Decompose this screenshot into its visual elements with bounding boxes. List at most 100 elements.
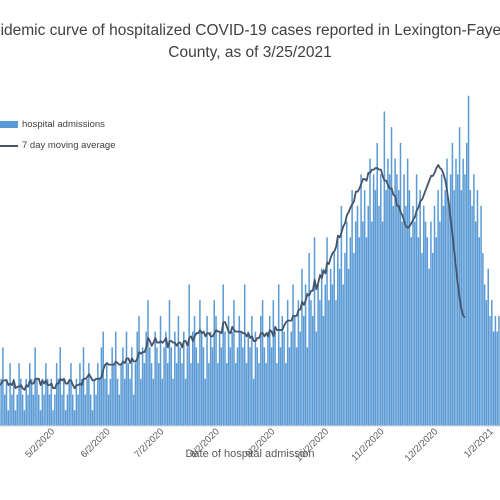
bar-hospital-admissions bbox=[14, 410, 17, 426]
bar-hospital-admissions bbox=[179, 347, 181, 426]
bar-hospital-admissions bbox=[141, 347, 144, 426]
bar-hospital-admissions bbox=[114, 331, 117, 426]
bar-hospital-admissions bbox=[378, 205, 380, 426]
bar-hospital-admissions bbox=[245, 363, 248, 426]
bar-hospital-admissions bbox=[496, 331, 498, 426]
bar-hospital-admissions bbox=[165, 331, 167, 426]
bar-hospital-admissions bbox=[20, 378, 22, 426]
bar-hospital-admissions bbox=[401, 221, 404, 426]
bar-hospital-admissions bbox=[261, 300, 264, 426]
bar-hospital-admissions bbox=[190, 363, 192, 426]
bar-hospital-admissions bbox=[405, 205, 407, 426]
bar-hospital-admissions bbox=[242, 347, 244, 426]
bar-hospital-admissions bbox=[462, 158, 464, 426]
bar-hospital-admissions bbox=[358, 237, 361, 426]
bar-hospital-admissions bbox=[256, 347, 258, 426]
bar-hospital-admissions bbox=[252, 378, 255, 426]
bar-hospital-admissions bbox=[448, 205, 450, 426]
bar-hospital-admissions bbox=[455, 158, 457, 426]
bar-hospital-admissions bbox=[39, 410, 42, 426]
bar-hospital-admissions bbox=[251, 315, 253, 426]
bar-hospital-admissions bbox=[86, 378, 88, 426]
bar-hospital-admissions bbox=[204, 378, 207, 426]
bar-hospital-admissions bbox=[195, 347, 198, 426]
bar-hospital-admissions bbox=[433, 205, 436, 426]
bar-hospital-admissions bbox=[177, 315, 180, 426]
bar-hospital-admissions bbox=[0, 378, 2, 426]
bar-hospital-admissions bbox=[23, 410, 26, 426]
bar-hospital-admissions bbox=[285, 363, 287, 426]
bar-hospital-admissions bbox=[403, 174, 405, 426]
bar-hospital-admissions bbox=[68, 378, 70, 426]
bar-hospital-admissions bbox=[338, 268, 341, 426]
bar-hospital-admissions bbox=[272, 300, 275, 426]
bar-hospital-admissions bbox=[313, 237, 316, 426]
bar-hospital-admissions bbox=[109, 378, 112, 426]
bar-hospital-admissions bbox=[200, 331, 203, 426]
bar-hospital-admissions bbox=[399, 142, 402, 426]
bar-hospital-admissions bbox=[211, 347, 214, 426]
bar-hospital-admissions bbox=[3, 394, 6, 426]
bar-hospital-admissions bbox=[453, 190, 455, 426]
bar-hospital-admissions bbox=[240, 331, 242, 426]
bar-hospital-admissions bbox=[140, 378, 142, 426]
bar-hospital-admissions bbox=[48, 394, 51, 426]
bar-hospital-admissions bbox=[191, 331, 194, 426]
bar-hospital-admissions bbox=[202, 347, 205, 426]
bar-hospital-admissions bbox=[356, 205, 359, 426]
bar-hospital-admissions bbox=[353, 253, 355, 426]
bar-hospital-admissions bbox=[163, 347, 165, 426]
bar-hospital-admissions bbox=[79, 363, 81, 426]
bar-hospital-admissions bbox=[492, 331, 495, 426]
bar-hospital-admissions bbox=[186, 347, 189, 426]
bar-hospital-admissions bbox=[340, 205, 343, 426]
bar-hospital-admissions bbox=[295, 347, 298, 426]
bar-hospital-admissions bbox=[412, 205, 414, 426]
bar-hospital-admissions bbox=[457, 174, 459, 426]
bar-hospital-admissions bbox=[471, 205, 473, 426]
bar-hospital-admissions bbox=[29, 363, 31, 426]
bar-hospital-admissions bbox=[390, 127, 393, 427]
bar-hospital-admissions bbox=[424, 221, 427, 426]
moving-average-line bbox=[0, 164, 466, 391]
bar-hospital-admissions bbox=[465, 142, 468, 426]
bar-hospital-admissions bbox=[414, 221, 416, 426]
bar-hospital-admissions bbox=[111, 347, 113, 426]
bar-hospital-admissions bbox=[270, 347, 273, 426]
bar-hospital-admissions bbox=[107, 394, 110, 426]
bar-hospital-admissions bbox=[458, 127, 461, 427]
bar-hospital-admissions bbox=[440, 174, 443, 426]
bar-hospital-admissions bbox=[21, 394, 24, 426]
bar-hospital-admissions bbox=[238, 315, 241, 426]
bar-hospital-admissions bbox=[487, 268, 489, 426]
bar-hospital-admissions bbox=[46, 378, 49, 426]
bar-hospital-admissions bbox=[435, 237, 438, 426]
bar-hospital-admissions bbox=[88, 363, 90, 426]
bar-hospital-admissions bbox=[129, 378, 131, 426]
bar-hospital-admissions bbox=[84, 394, 87, 426]
bar-hospital-admissions bbox=[134, 363, 137, 426]
bar-hospital-admissions bbox=[206, 315, 208, 426]
bar-hospital-admissions bbox=[50, 378, 53, 426]
bar-hospital-admissions bbox=[446, 158, 448, 426]
bar-hospital-admissions bbox=[2, 347, 4, 426]
bar-hospital-admissions bbox=[175, 363, 178, 426]
bar-hospital-admissions bbox=[41, 378, 44, 426]
bar-hospital-admissions bbox=[77, 394, 79, 426]
bar-hospital-admissions bbox=[335, 300, 337, 426]
bar-hospital-admissions bbox=[127, 363, 130, 426]
bar-hospital-admissions bbox=[172, 378, 174, 426]
bar-hospital-admissions bbox=[37, 394, 40, 426]
bar-hospital-admissions bbox=[320, 268, 323, 426]
bar-hospital-admissions bbox=[220, 347, 223, 426]
bar-hospital-admissions bbox=[268, 315, 271, 426]
bar-hospital-admissions bbox=[351, 190, 353, 426]
bar-hospital-admissions bbox=[120, 363, 122, 426]
bar-hospital-admissions bbox=[444, 190, 447, 426]
bar-hospital-admissions bbox=[491, 300, 493, 426]
bar-hospital-admissions bbox=[464, 174, 466, 426]
bar-hospital-admissions bbox=[374, 190, 377, 426]
bar-hospital-admissions bbox=[197, 363, 199, 426]
bar-hospital-admissions bbox=[181, 363, 183, 426]
